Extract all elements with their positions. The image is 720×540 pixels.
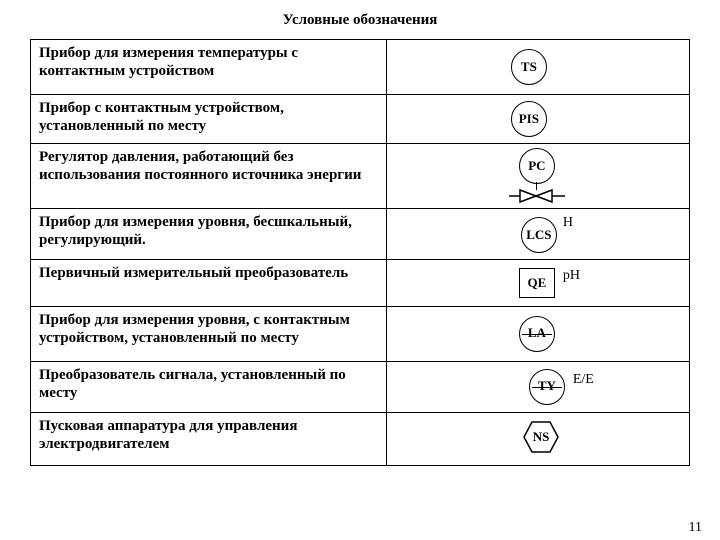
- circle-icon: PIS: [511, 101, 547, 137]
- desc-cell: Прибор с контактным устройством, установ…: [31, 95, 387, 144]
- desc-cell: Преобразователь сигнала, установленный п…: [31, 362, 387, 413]
- desc-cell: Прибор для измерения температуры с конта…: [31, 40, 387, 95]
- circle-icon: TS: [511, 49, 547, 85]
- legend-table: Прибор для измерения температуры с конта…: [30, 39, 690, 466]
- circle-midline-icon: LA: [519, 316, 555, 352]
- table-row: Прибор с контактным устройством, установ…: [31, 95, 690, 144]
- desc-cell: Прибор для измерения уровня, с контактны…: [31, 307, 387, 362]
- hexagon-icon: NS: [523, 421, 559, 451]
- annotation: pH: [563, 268, 580, 285]
- table-row: Регулятор давления, работающий без испол…: [31, 144, 690, 209]
- symbol-cell: TS: [386, 40, 689, 95]
- desc-cell: Прибор для измерения уровня, бесшкальный…: [31, 209, 387, 260]
- valve-icon: [509, 188, 565, 204]
- table-row: Первичный измерительный преобразователь …: [31, 260, 690, 307]
- circle-icon: LCS: [521, 217, 557, 253]
- symbol-cell: QE pH: [386, 260, 689, 307]
- symbol-cell: LA: [386, 307, 689, 362]
- desc-cell: Первичный измерительный преобразователь: [31, 260, 387, 307]
- table-row: Прибор для измерения уровня, с контактны…: [31, 307, 690, 362]
- table-row: Прибор для измерения уровня, бесшкальный…: [31, 209, 690, 260]
- desc-cell: Регулятор давления, работающий без испол…: [31, 144, 387, 209]
- circle-icon: PC: [519, 148, 555, 184]
- page-number: 11: [689, 520, 702, 536]
- circle-midline-icon: TY: [529, 369, 565, 405]
- page-title: Условные обозначения: [30, 12, 690, 29]
- table-row: Пусковая аппаратура для управления элект…: [31, 413, 690, 466]
- symbol-cell: PIS: [386, 95, 689, 144]
- table-row: Преобразователь сигнала, установленный п…: [31, 362, 690, 413]
- rect-icon: QE: [519, 268, 555, 298]
- annotation: E/E: [573, 372, 594, 389]
- desc-cell: Пусковая аппаратура для управления элект…: [31, 413, 387, 466]
- hex-label: NS: [533, 429, 550, 444]
- symbol-cell: NS: [386, 413, 689, 466]
- symbol-cell: LCS H: [386, 209, 689, 260]
- annotation: H: [563, 215, 573, 232]
- table-row: Прибор для измерения температуры с конта…: [31, 40, 690, 95]
- symbol-cell: TY E/E: [386, 362, 689, 413]
- symbol-cell: PC: [386, 144, 689, 209]
